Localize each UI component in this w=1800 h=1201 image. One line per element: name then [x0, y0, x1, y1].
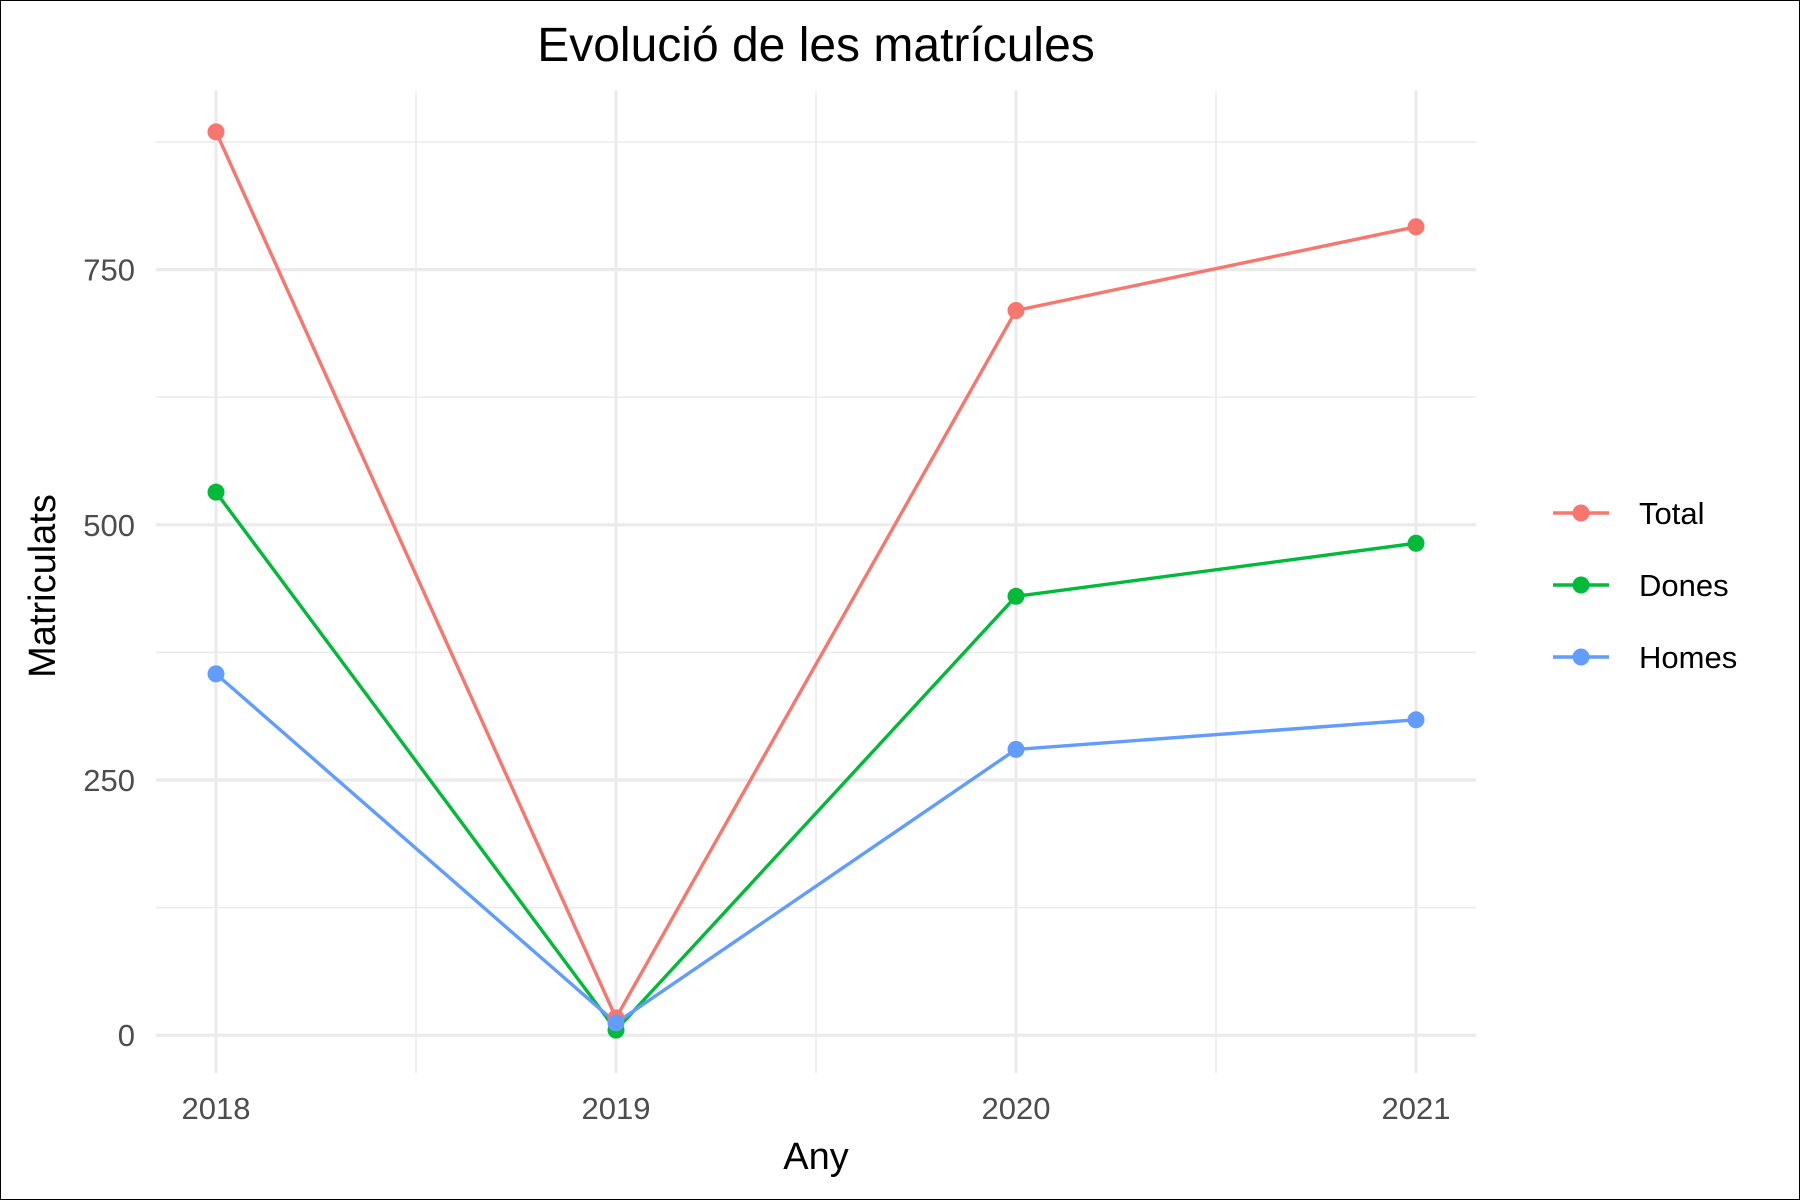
data-point-dones	[1007, 587, 1025, 605]
legend-label: Dones	[1639, 568, 1729, 603]
x-tick-label: 2021	[1382, 1091, 1451, 1126]
legend-key-point	[1572, 576, 1590, 594]
legend-item-total: Total	[1553, 496, 1704, 531]
y-tick-label: 250	[83, 763, 135, 798]
data-point-homes	[1007, 740, 1025, 758]
x-tick-label: 2020	[982, 1091, 1051, 1126]
data-point-dones	[1407, 534, 1425, 552]
y-axis-ticks: 0 250 500 750	[83, 253, 135, 1054]
series-line-total	[214, 131, 1417, 1020]
legend: Total Dones Homes	[1553, 496, 1737, 675]
x-axis-ticks: 2018 2019 2020 2021	[182, 1091, 1451, 1126]
y-axis-title: Matriculats	[22, 494, 64, 678]
x-axis-title: Any	[783, 1136, 848, 1178]
series-lines	[214, 131, 1417, 1032]
legend-key-point	[1572, 648, 1590, 666]
legend-label: Homes	[1639, 640, 1737, 675]
x-tick-label: 2019	[582, 1091, 651, 1126]
legend-item-dones: Dones	[1553, 568, 1729, 603]
grid	[156, 91, 1476, 1073]
series-line-dones	[214, 491, 1417, 1032]
series-line-homes	[214, 672, 1417, 1025]
y-tick-label: 750	[83, 253, 135, 288]
x-tick-label: 2018	[182, 1091, 251, 1126]
chart-title: Evolució de les matrícules	[537, 19, 1095, 72]
data-point-total	[207, 123, 225, 141]
data-point-total	[1407, 218, 1425, 236]
data-point-homes	[607, 1014, 625, 1032]
data-point-homes	[1407, 711, 1425, 729]
y-tick-label: 0	[118, 1018, 135, 1053]
series-points	[207, 123, 1425, 1039]
data-point-dones	[207, 483, 225, 501]
legend-label: Total	[1639, 496, 1704, 531]
legend-key-point	[1572, 504, 1590, 522]
data-point-homes	[207, 665, 225, 683]
data-point-total	[1007, 301, 1025, 319]
y-tick-label: 500	[83, 508, 135, 543]
legend-item-homes: Homes	[1553, 640, 1737, 675]
